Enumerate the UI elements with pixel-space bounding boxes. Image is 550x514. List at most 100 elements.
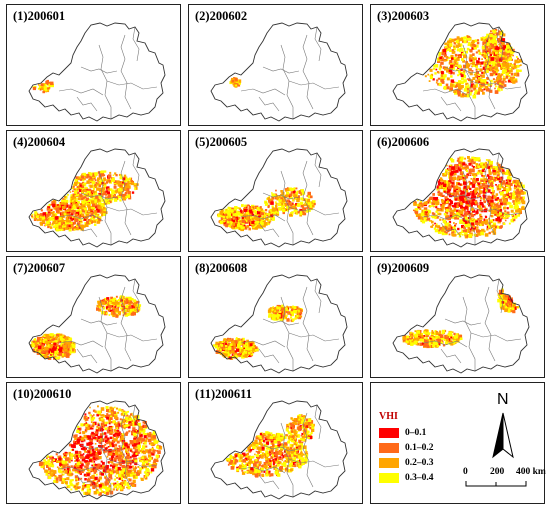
province-boundary <box>120 34 132 110</box>
province-boundary <box>484 160 496 236</box>
province-boundary <box>496 278 504 314</box>
panel-title: (3)200603 <box>377 9 430 23</box>
province-boundary <box>440 222 462 238</box>
province-boundary <box>262 318 300 326</box>
vhi-pixels <box>31 170 139 232</box>
province-boundary <box>302 34 314 110</box>
plateau-outline <box>392 148 530 248</box>
province-boundary <box>258 474 280 490</box>
province-boundary <box>80 66 118 74</box>
panel-title: (10)200610 <box>13 387 72 401</box>
province-boundary <box>258 222 280 238</box>
vhi-pixels <box>424 28 523 99</box>
panel-title: (9)200609 <box>377 261 430 275</box>
plateau-outline <box>28 274 166 374</box>
province-boundary <box>422 214 468 222</box>
province-boundary <box>470 80 522 90</box>
province-boundary <box>132 152 140 188</box>
plateau-outline <box>210 274 348 374</box>
province-boundary <box>132 404 140 440</box>
legend-label: 0.2–0.3 <box>405 458 434 468</box>
map-panel-10: (10)200610 <box>6 382 181 504</box>
province-boundary <box>76 96 98 112</box>
panel-title: (6)200606 <box>377 135 430 149</box>
province-boundary <box>302 286 314 362</box>
legend-item: 0–0.1 <box>379 427 426 439</box>
legend-label: 0.1–0.2 <box>405 443 434 453</box>
province-boundary <box>288 206 340 216</box>
legend-item: 0.2–0.3 <box>379 457 434 469</box>
plateau-outline <box>210 22 348 122</box>
legend-swatch <box>379 458 399 468</box>
panel-title: (7)200607 <box>13 261 66 275</box>
province-boundary <box>106 80 158 90</box>
province-boundary <box>80 318 118 326</box>
vhi-pixels <box>30 295 142 360</box>
province-boundary <box>80 192 118 200</box>
province-boundary <box>470 332 522 342</box>
map-10 <box>28 400 166 500</box>
province-boundary <box>240 466 286 474</box>
plateau-outline <box>28 400 166 500</box>
province-boundary <box>496 26 504 62</box>
legend-swatch <box>379 428 399 438</box>
province-boundary <box>120 412 132 488</box>
province-boundary <box>240 88 286 96</box>
plateau-outline <box>28 22 166 122</box>
legend-swatch <box>379 443 399 453</box>
map-panel-9: (9)200609 <box>370 256 545 378</box>
plateau-outline <box>392 22 530 122</box>
map-panel-2: (2)200602 <box>188 4 363 126</box>
vhi-pixels <box>213 304 303 360</box>
province-boundary <box>496 152 504 188</box>
province-boundary <box>444 192 482 200</box>
map-9 <box>392 274 530 374</box>
province-boundary <box>444 66 482 74</box>
province-boundary <box>288 332 340 342</box>
map-11 <box>210 400 348 500</box>
province-boundary <box>314 152 322 188</box>
map-panel-5: (5)200605 <box>188 130 363 252</box>
vhi-pixels <box>38 405 163 496</box>
province-boundary <box>120 286 132 362</box>
map-7 <box>28 274 166 374</box>
legend-item: 0.3–0.4 <box>379 472 434 484</box>
province-boundary <box>288 458 340 468</box>
map-panel-11: (11)200611 <box>188 382 363 504</box>
province-boundary <box>132 26 140 62</box>
province-boundary <box>314 278 322 314</box>
province-boundary <box>58 88 104 96</box>
map-3 <box>392 22 530 122</box>
map-6 <box>392 148 530 248</box>
vhi-pixels <box>217 187 316 232</box>
province-boundary <box>444 318 482 326</box>
plateau-outline <box>210 400 348 500</box>
vhi-pixels <box>32 79 54 94</box>
plateau-outline <box>28 148 166 248</box>
legend-label: 0.3–0.4 <box>405 473 434 483</box>
province-boundary <box>484 34 496 110</box>
province-boundary <box>302 160 314 236</box>
map-panel-7: (7)200607 <box>6 256 181 378</box>
map-panel-4: (4)200604 <box>6 130 181 252</box>
province-boundary <box>288 80 340 90</box>
vhi-pixels <box>413 156 527 239</box>
scale-label: 400 km <box>516 467 546 477</box>
province-boundary <box>262 66 300 74</box>
map-panel-3: (3)200603 <box>370 4 545 126</box>
province-boundary <box>76 348 98 364</box>
province-boundary <box>314 404 322 440</box>
legend-panel: VHI 0–0.1 0.1–0.2 0.2–0.3 0.3–0.4 N 0 200 400 km <box>370 382 546 504</box>
province-boundary <box>76 222 98 238</box>
panel-title: (11)200611 <box>195 387 252 401</box>
vhi-pixels <box>229 77 242 88</box>
map-panel-6: (6)200606 <box>370 130 545 252</box>
province-boundary <box>258 96 280 112</box>
legend-label: 0–0.1 <box>405 428 427 438</box>
province-boundary <box>440 348 462 364</box>
map-4 <box>28 148 166 248</box>
map-panel-8: (8)200608 <box>188 256 363 378</box>
province-boundary <box>422 340 468 348</box>
province-boundary <box>422 88 468 96</box>
